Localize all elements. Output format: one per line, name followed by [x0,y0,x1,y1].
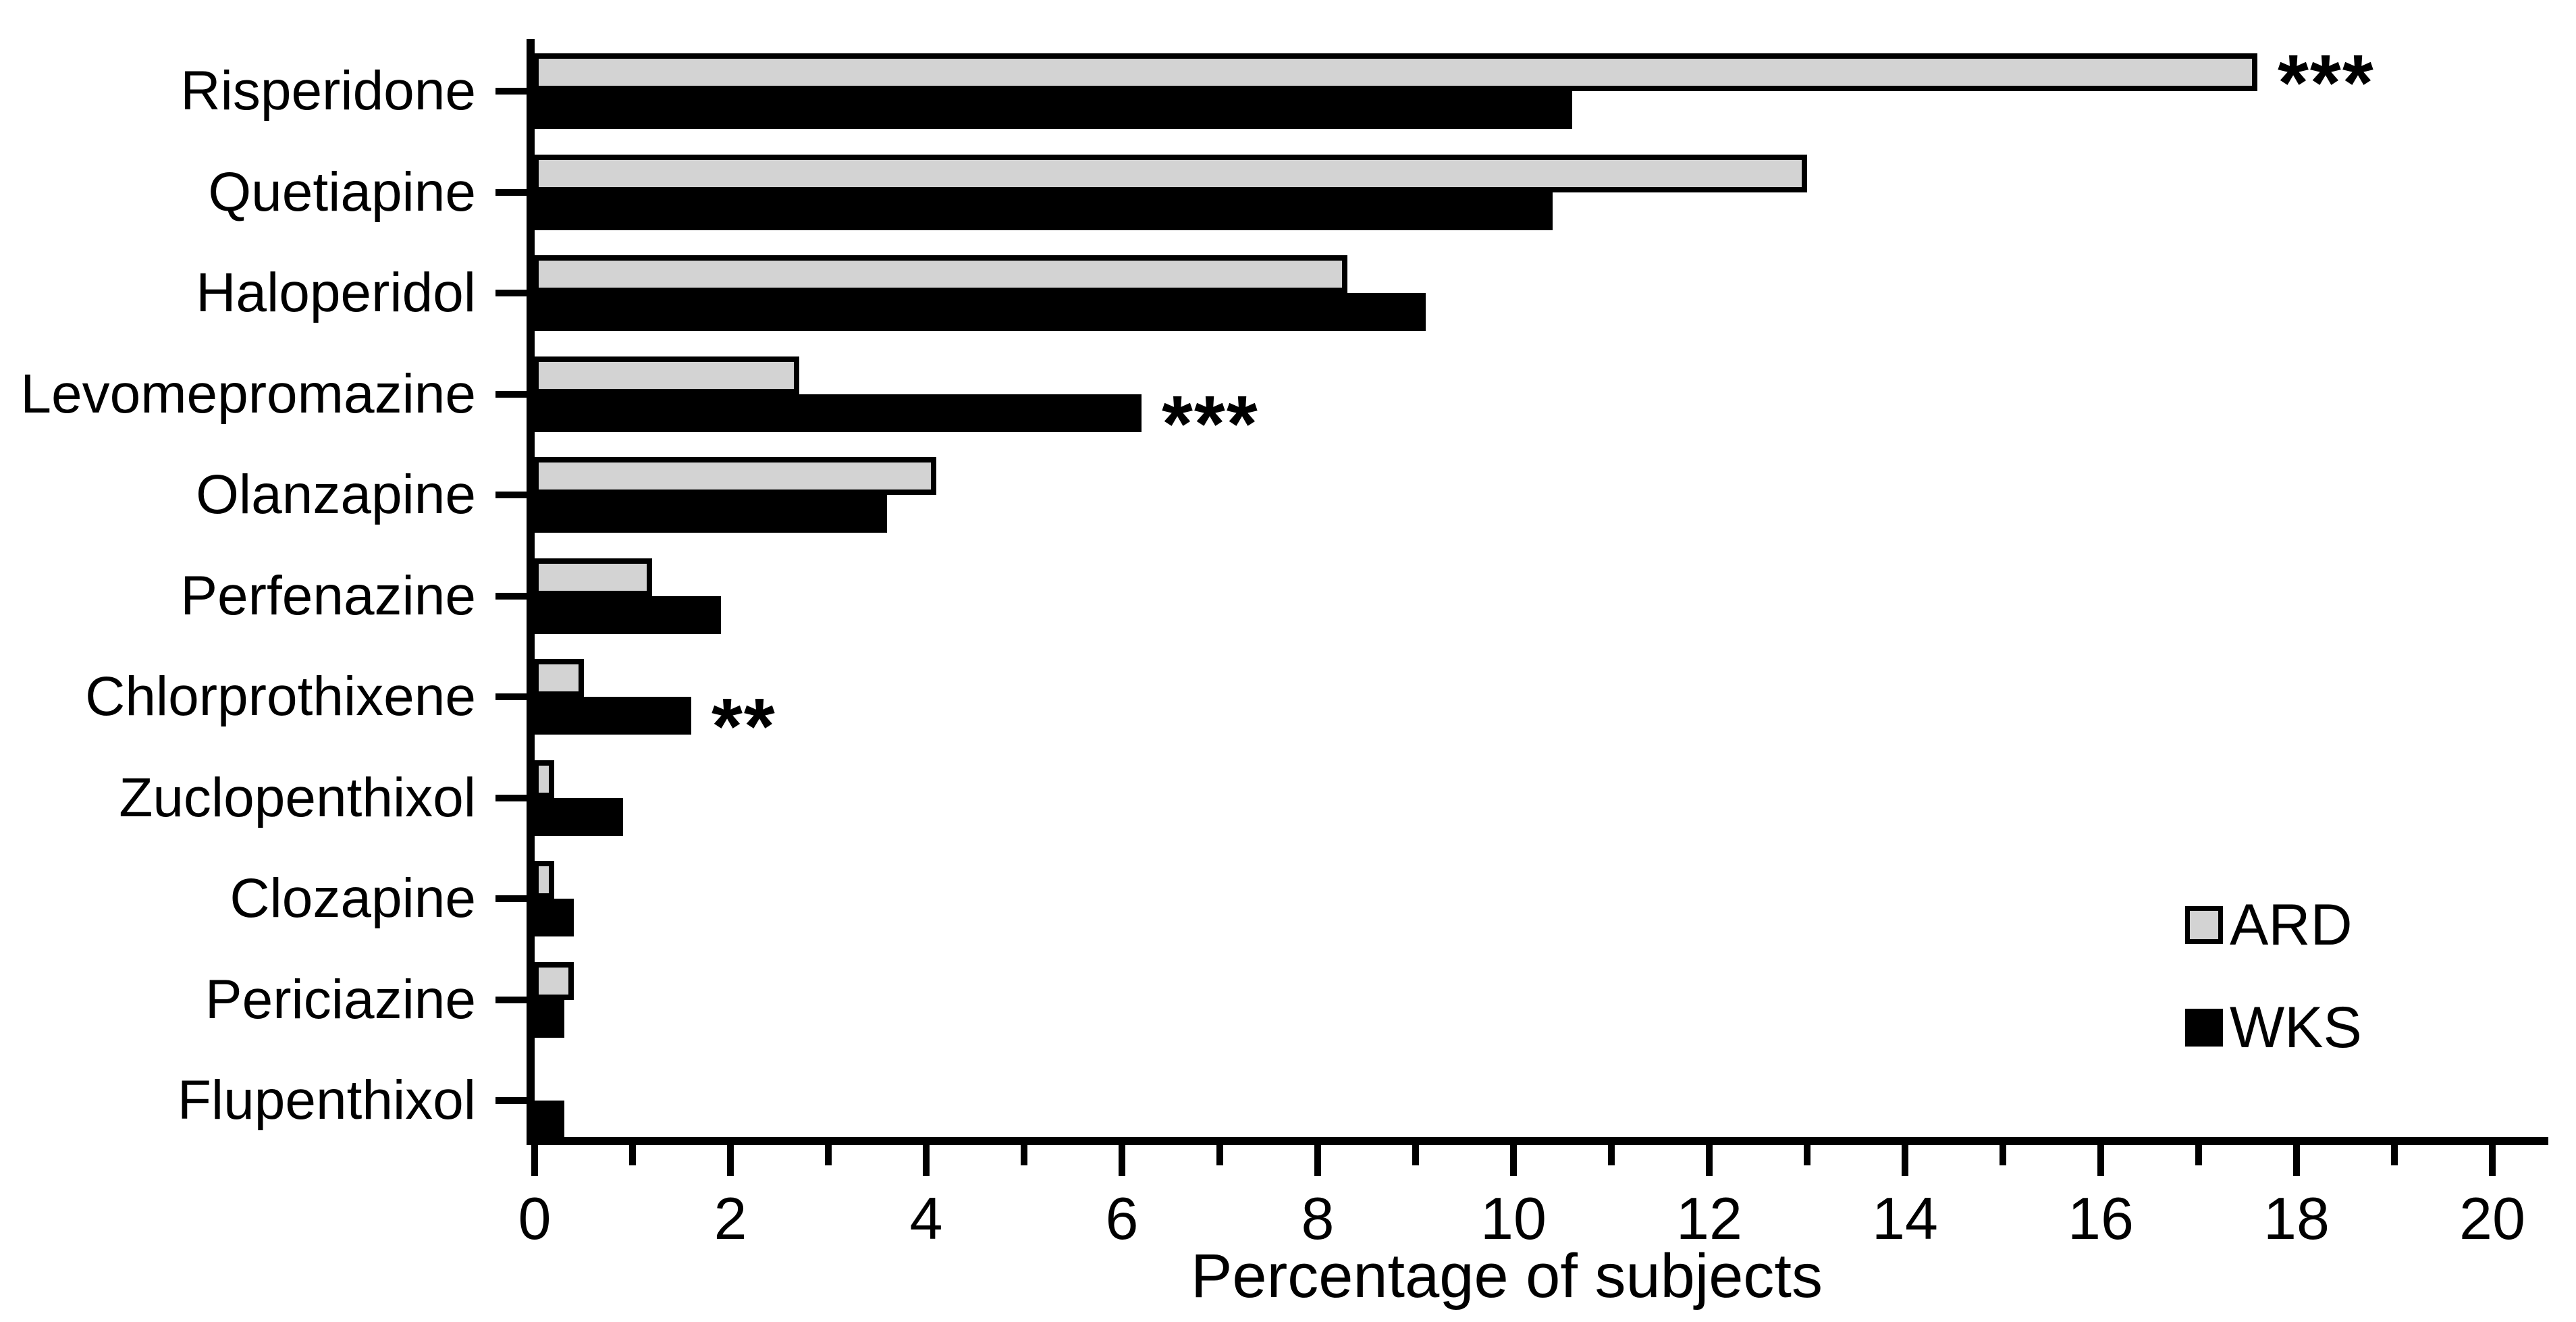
x-tick-label-10: 10 [1480,1185,1547,1252]
y-tick-chlorprothixene [495,693,527,700]
y-tick-flupenthixol [495,1097,527,1104]
y-tick-levomepromazine [495,390,527,398]
legend-label-ard: ARD [2230,893,2353,957]
y-tick-haloperidol [495,290,527,296]
category-label-haloperidol: Haloperidol [196,262,476,323]
x-major-tick-6 [1119,1145,1125,1176]
x-minor-tick-9 [1412,1145,1419,1165]
bar-ard-clozapine [533,861,554,899]
bar-ard-olanzapine [533,457,936,495]
x-tick-label-6: 6 [1105,1185,1139,1252]
x-major-tick-20 [2489,1145,2496,1176]
x-tick-label-0: 0 [518,1185,552,1252]
category-label-flupenthixol: Flupenthixol [177,1069,476,1131]
y-tick-perfenazine [495,592,527,600]
x-tick-label-4: 4 [909,1185,943,1252]
bar-wks-zuclopenthixol [533,797,623,836]
x-minor-tick-19 [2391,1145,2398,1165]
x-minor-tick-11 [1608,1145,1615,1165]
x-minor-tick-1 [629,1145,636,1165]
bar-wks-levomepromazine [533,394,1142,432]
bar-wks-chlorprothixene [533,697,691,735]
bar-ard-quetiapine [533,154,1807,192]
x-tick-label-14: 14 [1872,1185,1938,1252]
category-label-levomepromazine: Levomepromazine [20,363,476,425]
y-tick-periciazine [495,996,527,1003]
x-major-tick-12 [1706,1145,1713,1176]
bar-ard-haloperidol [533,255,1347,293]
x-major-tick-4 [923,1145,930,1176]
x-major-tick-10 [1510,1145,1517,1176]
x-tick-label-8: 8 [1301,1185,1335,1252]
y-tick-quetiapine [495,188,527,196]
x-axis-title: Percentage of subjects [1191,1242,1823,1311]
x-major-tick-14 [1902,1145,1908,1176]
x-minor-tick-7 [1216,1145,1223,1165]
category-label-chlorprothixene: Chlorprothixene [85,666,476,727]
bar-wks-clozapine [533,899,574,936]
x-major-tick-2 [727,1145,734,1176]
bar-ard-perfenazine [533,558,652,596]
legend-item-wks: WKS [2185,995,2362,1060]
x-major-tick-18 [2293,1145,2300,1176]
x-tick-label-20: 20 [2459,1185,2525,1252]
x-minor-tick-17 [2195,1145,2202,1165]
bar-ard-risperidone [533,53,2257,91]
bar-wks-quetiapine [533,192,1553,230]
x-tick-label-2: 2 [714,1185,747,1252]
y-tick-clozapine [495,895,527,902]
x-major-tick-16 [2097,1145,2104,1176]
category-label-zuclopenthixol: Zuclopenthixol [119,766,476,828]
bar-wks-risperidone [533,91,1572,129]
category-label-quetiapine: Quetiapine [208,161,476,223]
bar-wks-haloperidol [533,293,1426,331]
category-label-risperidone: Risperidone [180,60,476,122]
y-tick-zuclopenthixol [495,794,527,801]
bar-wks-flupenthixol [533,1101,564,1138]
bar-ard-chlorprothixene [533,659,584,697]
category-label-clozapine: Clozapine [230,868,476,929]
legend-swatch-wks [2185,1009,2223,1047]
x-tick-label-18: 18 [2263,1185,2330,1252]
x-minor-tick-5 [1021,1145,1027,1165]
x-minor-tick-13 [1804,1145,1810,1165]
y-axis-line [527,39,535,1145]
x-tick-label-16: 16 [2068,1185,2134,1252]
x-tick-label-12: 12 [1676,1185,1742,1252]
x-axis-line [527,1137,2548,1145]
x-minor-tick-15 [2000,1145,2006,1165]
x-minor-tick-3 [825,1145,832,1165]
bar-ard-zuclopenthixol [533,760,554,798]
legend-swatch-ard [2185,906,2223,944]
bar-wks-perfenazine [533,596,721,634]
x-major-tick-0 [531,1145,538,1176]
bar-wks-periciazine [533,999,564,1038]
y-tick-olanzapine [495,492,527,498]
bar-ard-periciazine [533,961,574,1000]
category-label-olanzapine: Olanzapine [196,464,476,525]
category-label-periciazine: Periciazine [205,968,476,1030]
category-label-perfenazine: Perfenazine [180,564,476,627]
legend-item-ard: ARD [2185,893,2353,957]
x-major-tick-8 [1314,1145,1321,1176]
bar-ard-levomepromazine [533,356,799,394]
y-tick-risperidone [495,88,527,95]
bar-wks-olanzapine [533,495,887,533]
legend-label-wks: WKS [2230,995,2362,1060]
